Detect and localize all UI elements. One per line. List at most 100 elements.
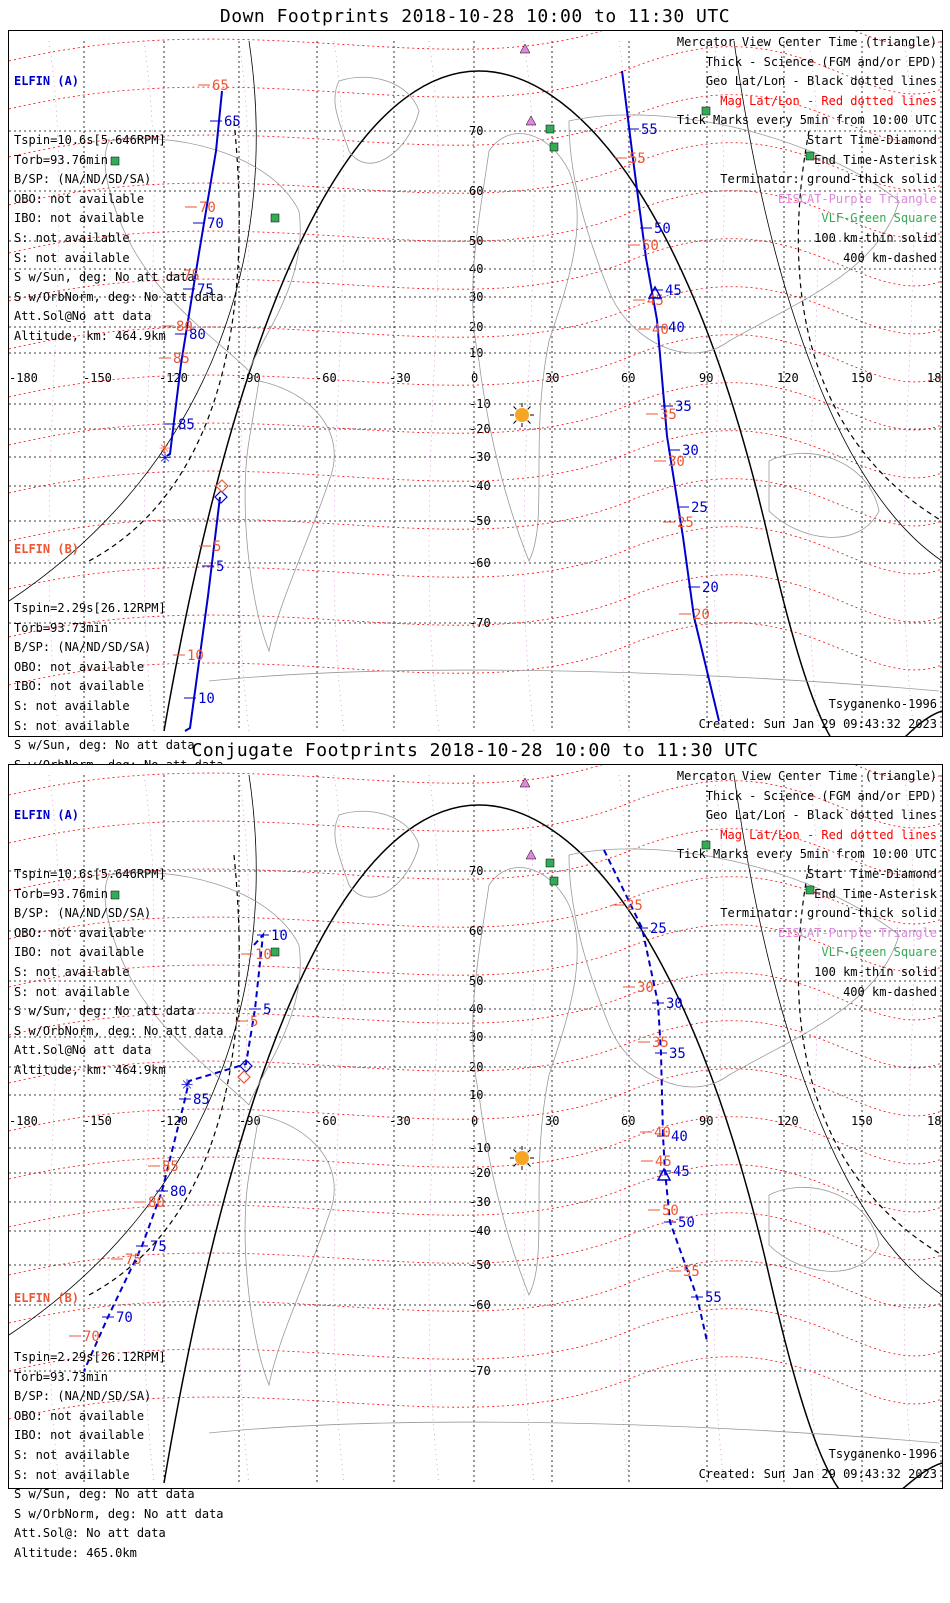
legend-item: VLF-Green Square xyxy=(821,211,937,226)
legend-item: 400 km-dashed xyxy=(843,250,937,265)
mag-lat-line xyxy=(9,31,942,62)
elfin-b-info-line: B/SP: (NA/ND/SD/SA) xyxy=(14,1389,152,1404)
elfin-a-info-line: S w/OrbNorm, deg: No att data xyxy=(14,289,224,304)
elfin-a-label: 70 xyxy=(207,216,224,232)
mag-lat-line xyxy=(9,142,942,206)
mag-lon-line xyxy=(903,40,915,732)
lat-label: -70 xyxy=(469,616,491,630)
elfin-a2-label: 35 xyxy=(675,399,692,415)
elfin-a-label: ELFIN (A) xyxy=(14,74,80,89)
lon-label: 90 xyxy=(699,1114,713,1128)
elfin-a-conj-label: 85 xyxy=(193,1092,210,1108)
elfin-a2-label: 40 xyxy=(668,320,685,336)
lon-label: 120 xyxy=(777,371,799,385)
legend-item: Tick Marks every 5min from 10:00 UTC xyxy=(676,113,937,128)
elfin-a-info-line: Att.Sol@No att data xyxy=(14,1043,152,1058)
continent-antarctica xyxy=(208,669,940,692)
terminator-100km-right xyxy=(733,40,942,562)
elfin-b-info-line: OBO: not available xyxy=(14,659,145,674)
start-diamond-mag-icon xyxy=(215,479,229,493)
mag-lon-line xyxy=(523,774,535,1484)
elfin-a-info-line: S: not available xyxy=(14,250,130,265)
elfin-b-info-line: S: not available xyxy=(14,1447,130,1462)
elfin-a-info-line: OBO: not available xyxy=(14,925,145,940)
legend-item: Start Time-Diamond xyxy=(806,132,937,147)
legend-item: Thick - Science (FGM and/or EPD) xyxy=(705,788,937,803)
sun-icon xyxy=(515,1151,529,1165)
lon-label: 180 xyxy=(927,1114,942,1128)
elfin-b-mag-label: 10 xyxy=(187,648,204,664)
terminator-ground xyxy=(163,70,942,736)
elfin-a2-conj-mag-label: 50 xyxy=(662,1203,679,1219)
elfin-a-info-line: Torb=93.76min xyxy=(14,152,108,167)
elfin-a-info-line: OBO: not available xyxy=(14,191,145,206)
elfin-b-info-line: S w/OrbNorm, deg: No att data xyxy=(14,1506,224,1521)
lon-label: 90 xyxy=(699,371,713,385)
elfin-a-info-line: Tspin=10.6s[5.646RPM] xyxy=(14,866,166,881)
vlf-square-icon xyxy=(805,885,815,895)
lon-label: -30 xyxy=(389,1114,411,1128)
mag-lat-line xyxy=(9,780,942,844)
elfin-a-mag-label: 80 xyxy=(176,319,193,335)
elfin-a2-label: 30 xyxy=(682,443,699,459)
mag-lon-line xyxy=(808,40,820,732)
model-label-conj: Tsyganenko-1996 xyxy=(828,1447,937,1461)
elfin-a-info-line: S: not available xyxy=(14,984,130,999)
legend-item: Mag Lat/Lon - Red dotted lines xyxy=(720,827,937,842)
mag-lat-line xyxy=(9,238,942,302)
elfin-b-info-line: Altitude: 465.0km xyxy=(14,1545,137,1560)
sun-ray xyxy=(513,1149,517,1153)
legend-item: End Time-Asterisk xyxy=(814,886,937,901)
elfin-a-track xyxy=(166,90,223,457)
elfin-a-info-line: B/SP: (NA/ND/SD/SA) xyxy=(14,172,152,187)
lon-label: 150 xyxy=(851,1114,873,1128)
elfin-a-conj-label: 80 xyxy=(170,1184,187,1200)
mag-lat-line xyxy=(9,334,942,398)
conjugate-footprints-panel: -180-150-120-90-60-300306090120150180706… xyxy=(8,764,943,1560)
elfin-a2-conj-mag-label: 45 xyxy=(655,1154,672,1170)
elfin-a-conj-track xyxy=(83,932,265,1372)
elfin-b-label: 10 xyxy=(198,691,215,707)
elfin-b-track xyxy=(184,496,221,732)
vlf-square-icon xyxy=(270,947,280,957)
elfin-a-conj-label: 70 xyxy=(116,1310,133,1326)
elfin-a2-mag-label: 55 xyxy=(629,151,646,167)
start-diamond-icon xyxy=(214,490,228,504)
elfin-a-info-line: Altitude, km: 464.9km xyxy=(14,328,166,343)
elfin-a2-conj-label: 55 xyxy=(705,1290,722,1306)
elfin-a2-conj-mag-label: 35 xyxy=(652,1035,669,1051)
mag-lon-line xyxy=(428,774,440,1484)
elfin-a2-conj-mag-label: 30 xyxy=(637,980,654,996)
elfin-a-conj-label: 10 xyxy=(271,928,288,944)
elfin-b-info-line: Torb=93.73min xyxy=(14,620,108,635)
elfin-a2-conj-label: 50 xyxy=(678,1215,695,1231)
created-label-conj: Created: Sun Jan 29 09:43:32 2023 xyxy=(698,1467,937,1481)
elfin-a2-conj-label: 40 xyxy=(671,1129,688,1145)
mag-lat-line xyxy=(9,1068,942,1132)
lon-label: -60 xyxy=(315,1114,337,1128)
elfin-a-mag-label: 75 xyxy=(183,268,200,284)
start-diamond-mag-icon xyxy=(237,1070,251,1084)
elfin-b-info-line: OBO: not available xyxy=(14,1408,145,1423)
continent-south-america xyxy=(244,1114,335,1387)
elfin-a2-conj-label: 25 xyxy=(650,921,667,937)
mag-lon-line xyxy=(713,40,725,732)
conjugate-title: Conjugate Footprints 2018-10-28 10:00 to… xyxy=(191,740,759,761)
lat-label: 10 xyxy=(469,346,483,360)
mag-lon-line xyxy=(618,40,630,732)
lon-label: -180 xyxy=(9,1114,38,1128)
elfin-a-mag-label: 70 xyxy=(199,200,216,216)
lat-label: 60 xyxy=(469,924,483,938)
lat-label: 20 xyxy=(469,320,483,334)
elfin-a-track-2 xyxy=(621,70,720,722)
eiscat-triangle-icon xyxy=(519,777,531,788)
mag-lon-line xyxy=(238,40,250,732)
mag-lat-line xyxy=(9,382,942,446)
elfin-a-label: 85 xyxy=(178,417,195,433)
center-triangle-icon xyxy=(647,285,663,299)
elfin-a2-mag-label: 45 xyxy=(647,293,664,309)
elfin-b-info-line: S: not available xyxy=(14,718,130,733)
created-label-down: Created: Sun Jan 29 09:43:32 2023 xyxy=(698,717,937,731)
lat-label: -10 xyxy=(469,397,491,411)
elfin-a-info-down: ELFIN (A) Tspin=10.6s[5.646RPM] Torb=93.7… xyxy=(14,33,224,386)
